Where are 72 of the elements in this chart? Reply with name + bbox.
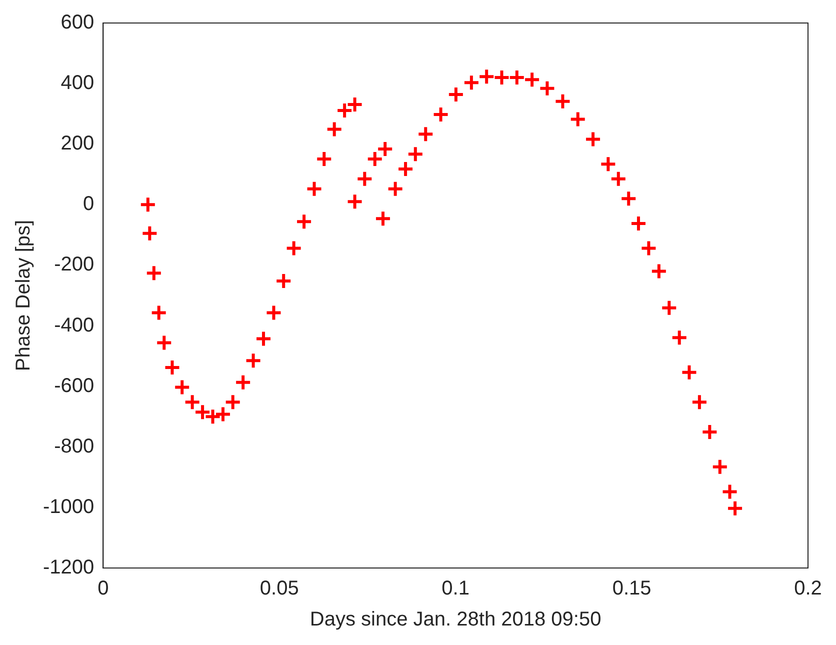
point [156,334,173,352]
point [680,364,698,381]
point [493,69,510,86]
point [721,483,738,500]
point [508,69,526,86]
x-tick-label: 0.05 [260,578,299,600]
point [244,352,262,370]
point [356,170,374,188]
point [336,102,354,120]
point [374,210,392,228]
point [650,262,668,280]
point [610,170,627,188]
point [164,359,181,376]
y-tick-label: -400 [54,314,94,336]
point [600,156,617,173]
point [386,180,404,198]
point [584,130,602,148]
point [234,374,252,391]
point [620,190,638,208]
point [538,80,556,97]
point [726,500,744,517]
point [417,126,434,143]
y-tick-label: 400 [60,72,94,94]
point [150,304,168,322]
y-tick-label: -600 [54,374,94,397]
point [214,406,232,423]
point [406,146,424,163]
point [275,272,292,290]
point [346,96,364,113]
point [285,240,302,257]
point [569,110,586,128]
point [174,378,191,396]
point [366,150,384,168]
point [554,92,572,110]
point [296,213,313,230]
point [711,458,728,476]
point [447,86,464,103]
point [432,106,450,123]
point [640,240,658,257]
point [145,264,162,282]
x-axis-title: Days since Jan. 28th 2018 09:50 [310,608,602,631]
y-tick-label: -1000 [42,496,94,518]
point [660,299,678,316]
x-tick-label: 0.2 [794,578,822,600]
point [265,304,282,322]
y-tick-label: -800 [54,435,94,458]
point [316,150,333,168]
point [670,329,688,346]
x-tick-label: 0.15 [612,578,652,600]
point [478,68,496,86]
point [139,196,156,214]
point [690,394,708,411]
point [462,74,480,92]
point [376,140,394,158]
point [346,193,364,210]
y-tick-label: 0 [83,193,94,216]
point [255,330,272,348]
point [306,180,323,198]
point [326,120,343,138]
x-tick-label: 0 [98,578,109,600]
y-tick-label: -200 [54,254,94,276]
point [701,424,718,441]
x-tick-label: 0.1 [442,578,470,600]
point [141,224,158,242]
point [630,214,647,232]
y-tick-label: -1200 [42,556,94,579]
point [397,160,414,178]
y-tick-label: 200 [60,132,94,155]
point [224,394,242,411]
y-tick-label: 600 [60,12,94,34]
y-axis-title: Phase Delay [ps] [12,220,35,372]
point [524,71,541,88]
